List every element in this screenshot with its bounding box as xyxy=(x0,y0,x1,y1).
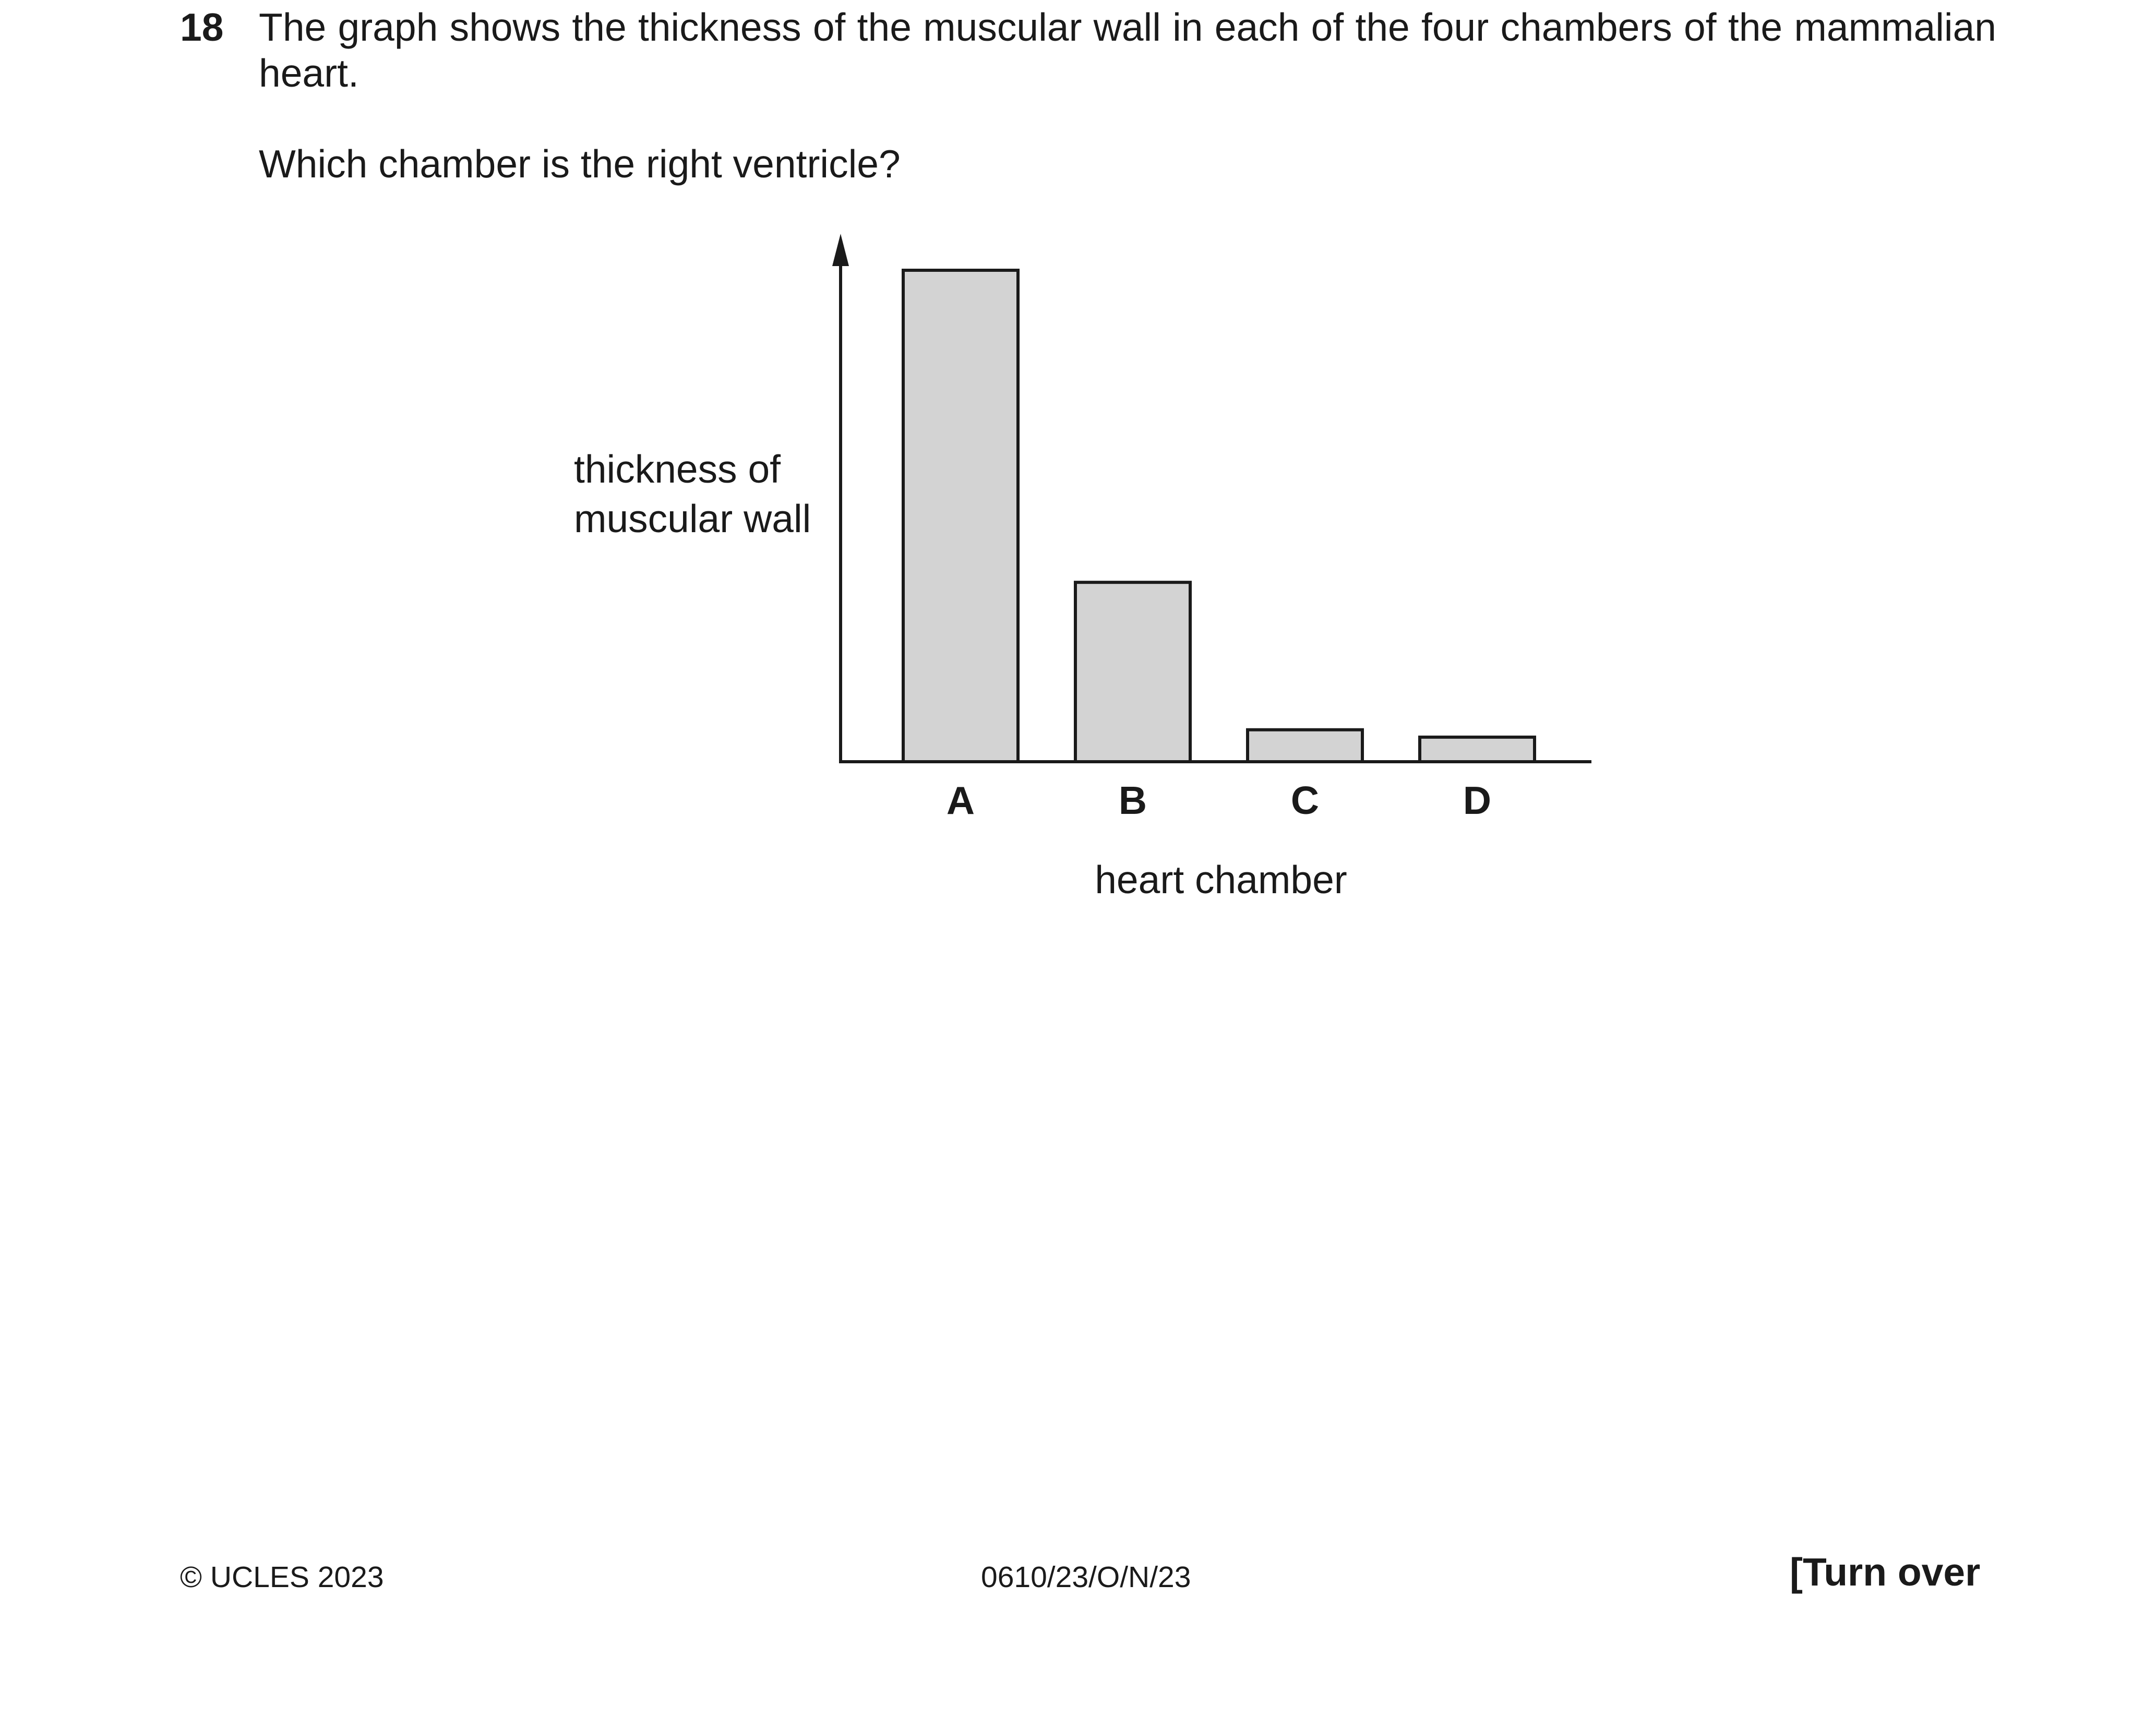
footer-paper-code: 0610/23/O/N/23 xyxy=(981,1560,1191,1594)
bars-group xyxy=(902,269,1536,764)
y-axis-label-line-1: thickness of xyxy=(574,447,781,491)
y-axis-arrow-icon xyxy=(832,234,849,266)
footer-copyright: © UCLES 2023 xyxy=(180,1560,384,1594)
question-number: 18 xyxy=(180,5,224,49)
y-axis xyxy=(832,234,849,762)
question-text: The graph shows the thickness of the mus… xyxy=(259,5,1996,95)
x-tick-label-d: D xyxy=(1463,778,1491,822)
footer-turn-over: [Turn over xyxy=(1790,1550,1981,1594)
bar-chart: A B C D thickness of muscular wall heart ch… xyxy=(574,234,1591,902)
question-prompt: Which chamber is the right ventricle? xyxy=(259,142,901,186)
x-tick-label-c: C xyxy=(1291,778,1319,822)
y-axis-label-line-2: muscular wall xyxy=(574,497,811,541)
x-tick-label-a: A xyxy=(947,778,975,822)
bar-d xyxy=(1418,735,1536,764)
bar-c xyxy=(1246,728,1364,764)
x-axis-label: heart chamber xyxy=(1095,858,1347,902)
x-tick-label-b: B xyxy=(1119,778,1147,822)
bar-a xyxy=(902,269,1020,763)
bar-b xyxy=(1074,581,1192,764)
x-tick-labels: A B C D xyxy=(947,778,1491,822)
